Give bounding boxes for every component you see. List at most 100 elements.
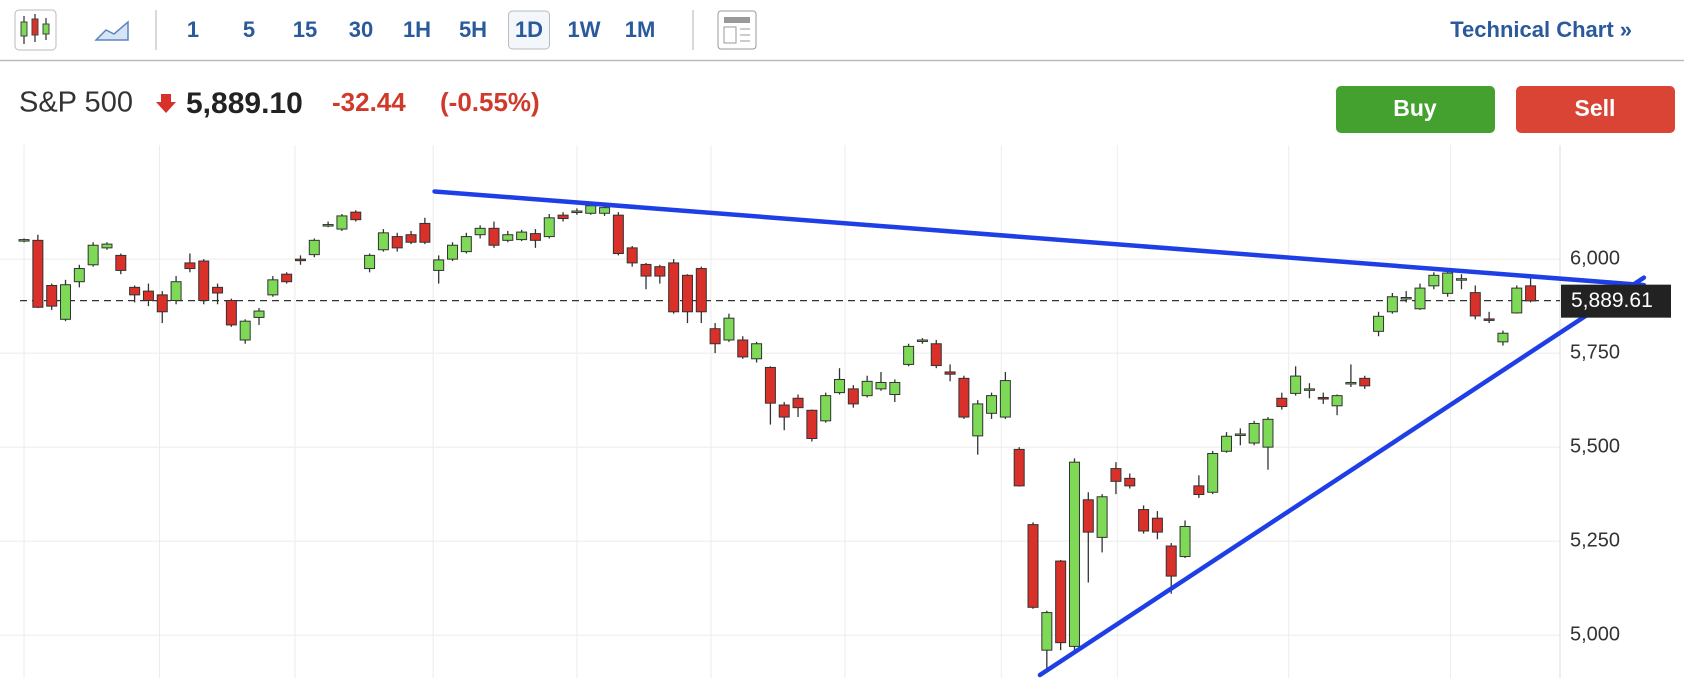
candle-body bbox=[1428, 274, 1440, 287]
interval-button[interactable]: 1H bbox=[403, 17, 431, 42]
candle-body bbox=[1110, 468, 1122, 482]
candle-body bbox=[654, 266, 666, 277]
interval-button[interactable]: 30 bbox=[349, 17, 373, 42]
candle-body bbox=[336, 215, 348, 230]
candle-body bbox=[1386, 296, 1398, 313]
candle-body bbox=[916, 339, 928, 342]
candle-body bbox=[1345, 381, 1357, 385]
interval-list: 1 5 15 30 1H 5H 1D 1W 1M bbox=[187, 17, 655, 42]
candle-body bbox=[1221, 435, 1233, 452]
y-tick-label: 6,000 bbox=[1570, 247, 1620, 269]
candle-body bbox=[516, 231, 528, 241]
candle-body bbox=[1041, 612, 1053, 651]
candle-body bbox=[1483, 318, 1495, 321]
candle-body bbox=[709, 328, 721, 345]
candle-body bbox=[156, 294, 168, 313]
trendline bbox=[1037, 275, 1647, 678]
sell-button[interactable] bbox=[1516, 86, 1675, 133]
trendline bbox=[432, 189, 1647, 288]
candle-body bbox=[115, 254, 127, 271]
candle-body bbox=[529, 233, 541, 241]
interval-button[interactable]: 1D bbox=[515, 17, 543, 42]
candle-body bbox=[1027, 524, 1039, 608]
candle-body bbox=[60, 284, 72, 320]
interval-button[interactable]: 5 bbox=[243, 17, 255, 42]
candle-body bbox=[1096, 496, 1108, 538]
candle-body bbox=[986, 395, 998, 414]
selected-interval-box bbox=[508, 10, 550, 50]
interval-button[interactable]: 15 bbox=[293, 17, 317, 42]
candle-body bbox=[377, 232, 389, 251]
candle-body bbox=[1082, 499, 1094, 533]
candle-body bbox=[751, 343, 763, 360]
candle-body bbox=[889, 381, 901, 396]
candle-body bbox=[930, 343, 942, 367]
candle-body bbox=[18, 239, 30, 242]
candle-body bbox=[488, 227, 500, 246]
candle-body bbox=[364, 254, 376, 270]
candle-body bbox=[972, 403, 984, 437]
candle-body bbox=[502, 234, 514, 241]
buy-button[interactable] bbox=[1336, 86, 1495, 133]
candle-body bbox=[239, 320, 251, 341]
candle-body bbox=[585, 205, 597, 214]
technical-chart-link[interactable]: Technical Chart » bbox=[1450, 17, 1632, 42]
candle-body bbox=[764, 366, 776, 404]
candle-body bbox=[1193, 485, 1205, 496]
candle-body bbox=[958, 377, 970, 418]
buy-label[interactable]: Buy bbox=[1393, 95, 1437, 121]
candle-body bbox=[46, 284, 58, 307]
candle-body bbox=[1400, 296, 1412, 300]
candle-body bbox=[557, 214, 569, 220]
candle-body bbox=[695, 268, 707, 313]
candle-body bbox=[391, 236, 403, 249]
icon-part bbox=[42, 23, 50, 35]
candle-body bbox=[460, 236, 472, 253]
candle-body bbox=[1013, 448, 1025, 487]
last-price-label: 5,889.61 bbox=[1571, 289, 1653, 312]
candle-body bbox=[1442, 272, 1454, 294]
candle-body bbox=[73, 268, 85, 283]
down-arrow bbox=[156, 94, 176, 113]
candle-body bbox=[1455, 278, 1467, 281]
interval-button[interactable]: 1W bbox=[568, 17, 601, 42]
icon-part bbox=[723, 26, 737, 44]
candle-body bbox=[267, 279, 279, 296]
candle-body bbox=[1234, 433, 1246, 436]
candle-body bbox=[1138, 509, 1150, 532]
candle-body bbox=[1497, 332, 1509, 343]
interval-button[interactable]: 1 bbox=[187, 17, 199, 42]
y-tick-label: 5,750 bbox=[1570, 341, 1620, 363]
candle-body bbox=[1317, 397, 1329, 400]
candle-body bbox=[1373, 315, 1385, 332]
toolbar: 1 5 15 30 1H 5H 1D 1W 1M Technical Chart » bbox=[0, 9, 1684, 62]
candle-body bbox=[1165, 545, 1177, 577]
instrument-name: S&P 500 bbox=[19, 87, 133, 119]
y-tick-label: 5,500 bbox=[1570, 435, 1620, 457]
candle-body bbox=[834, 378, 846, 394]
candle-body bbox=[129, 286, 141, 296]
candle-body bbox=[32, 239, 44, 308]
candle-body bbox=[1331, 395, 1343, 407]
candle-body bbox=[806, 409, 818, 439]
candle-body bbox=[101, 243, 113, 249]
last-price-box bbox=[1561, 284, 1671, 318]
sell-label[interactable]: Sell bbox=[1575, 95, 1616, 121]
line-view-button[interactable] bbox=[94, 20, 129, 41]
y-tick-label: 5,250 bbox=[1570, 529, 1620, 551]
candle-body bbox=[792, 397, 804, 409]
candle-body bbox=[944, 371, 956, 375]
candle-body bbox=[212, 286, 224, 294]
candle-body bbox=[405, 234, 417, 243]
candle-body bbox=[184, 262, 196, 270]
y-tick-label: 5,000 bbox=[1570, 623, 1620, 645]
candle-body bbox=[87, 244, 99, 266]
candle-body bbox=[1359, 377, 1371, 387]
candle-body bbox=[612, 214, 624, 255]
candle-body bbox=[999, 380, 1011, 418]
interval-button[interactable]: 1M bbox=[625, 17, 656, 42]
candle-body bbox=[294, 258, 306, 262]
interval-button[interactable]: 5H bbox=[459, 17, 487, 42]
icon-part bbox=[20, 21, 28, 37]
